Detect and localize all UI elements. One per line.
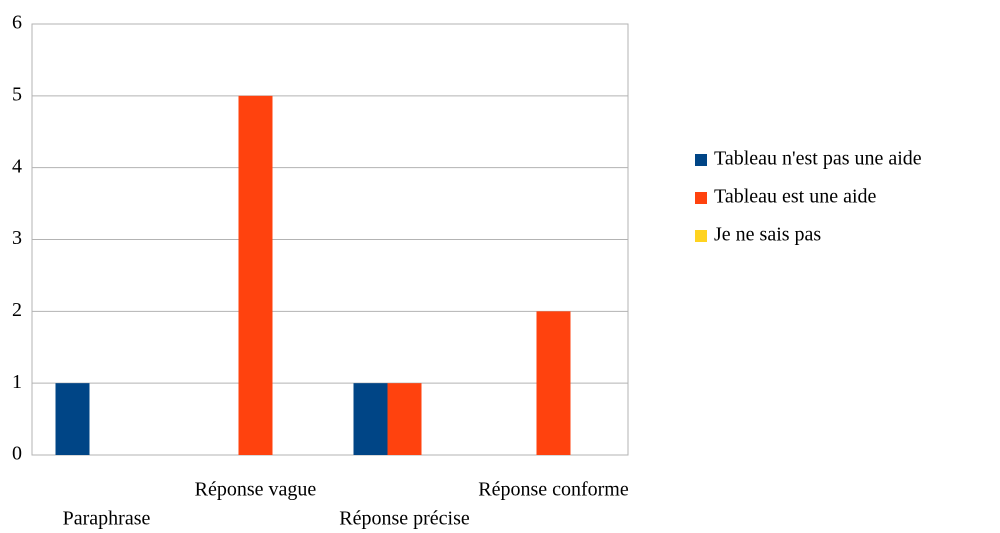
legend-label: Tableau n'est pas une aide bbox=[714, 148, 922, 170]
y-tick-label: 6 bbox=[12, 12, 22, 34]
x-tick-label: Réponse conforme bbox=[478, 479, 629, 501]
bar bbox=[536, 311, 571, 455]
y-tick-label: 0 bbox=[12, 443, 22, 465]
plot-border bbox=[31, 23, 629, 456]
legend-label: Tableau est une aide bbox=[714, 186, 877, 208]
x-tick-label: Réponse précise bbox=[339, 508, 470, 530]
y-tick-label: 3 bbox=[12, 227, 22, 249]
legend-swatch bbox=[695, 154, 707, 166]
legend-swatch bbox=[695, 230, 707, 242]
bar bbox=[387, 383, 422, 455]
y-tick-label: 2 bbox=[12, 299, 22, 321]
bar bbox=[353, 383, 388, 455]
y-tick-label: 4 bbox=[12, 155, 22, 177]
x-tick-label: Paraphrase bbox=[63, 508, 151, 530]
y-tick-label: 5 bbox=[12, 83, 22, 105]
legend-label: Je ne sais pas bbox=[714, 224, 821, 246]
y-tick-label: 1 bbox=[12, 371, 22, 393]
x-tick-label: Réponse vague bbox=[195, 479, 317, 501]
legend-swatch bbox=[695, 192, 707, 204]
bar bbox=[55, 383, 90, 455]
bar bbox=[238, 95, 273, 455]
